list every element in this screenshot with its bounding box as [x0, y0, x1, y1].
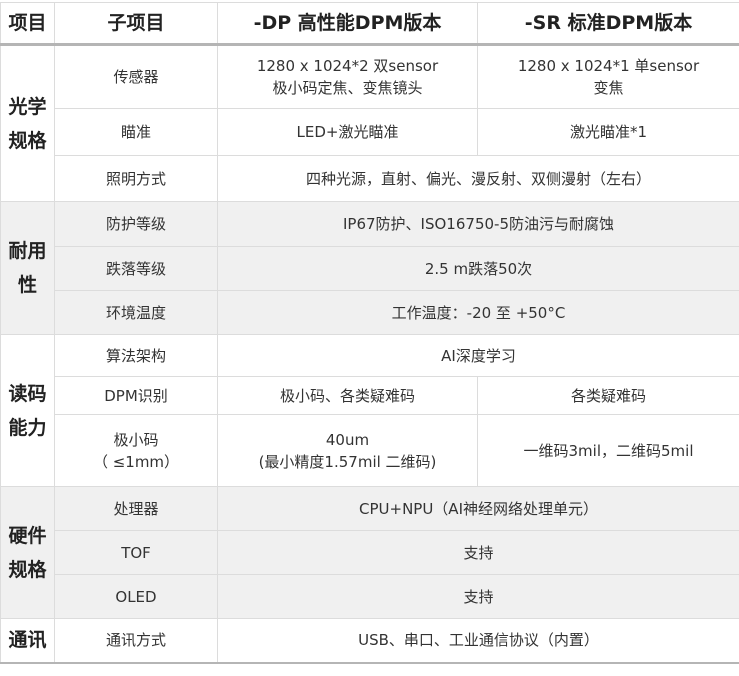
cell-line: 40um — [222, 429, 473, 451]
cell-line: 光学 — [5, 90, 50, 124]
cell-line: 规格 — [5, 553, 50, 587]
subitem-cell: OLED — [55, 575, 218, 619]
cell-line: 极小码 — [59, 429, 213, 451]
header-subitem: 子项目 — [55, 3, 218, 45]
sr-value-cell: 各类疑难码 — [478, 377, 739, 415]
shared-value-cell: 2.5 m跌落50次 — [218, 247, 739, 291]
header-item: 项目 — [1, 3, 55, 45]
cell-line: 通讯 — [5, 623, 50, 657]
group-label: 硬件规格 — [1, 487, 55, 619]
dp-value-cell: 极小码、各类疑难码 — [218, 377, 478, 415]
subitem-cell: 算法架构 — [55, 335, 218, 377]
table-row: 照明方式四种光源，直射、偏光、漫反射、双侧漫射（左右） — [1, 156, 739, 202]
subitem-cell: 跌落等级 — [55, 247, 218, 291]
sr-value-cell: 激光瞄准*1 — [478, 109, 739, 156]
group-label: 读码能力 — [1, 335, 55, 487]
cell-line: 1280 x 1024*2 双sensor — [222, 55, 473, 77]
shared-value-cell: CPU+NPU（AI神经网络处理单元） — [218, 487, 739, 531]
shared-value-cell: AI深度学习 — [218, 335, 739, 377]
subitem-cell: 传感器 — [55, 45, 218, 109]
cell-line: 规格 — [5, 124, 50, 158]
subitem-cell: 照明方式 — [55, 156, 218, 202]
table-row: 环境温度工作温度：-20 至 +50°C — [1, 291, 739, 335]
dp-value-cell: 40um(最小精度1.57mil 二维码) — [218, 415, 478, 487]
header-dp: -DP 高性能DPM版本 — [218, 3, 478, 45]
cell-line: 能力 — [5, 411, 50, 445]
subitem-cell: 处理器 — [55, 487, 218, 531]
shared-value-cell: 工作温度：-20 至 +50°C — [218, 291, 739, 335]
group-label: 耐用性 — [1, 202, 55, 335]
cell-line: 极小码定焦、变焦镜头 — [222, 77, 473, 99]
table-row: DPM识别极小码、各类疑难码各类疑难码 — [1, 377, 739, 415]
cell-line: 读码 — [5, 377, 50, 411]
cell-line: (最小精度1.57mil 二维码) — [222, 451, 473, 473]
cell-line: 变焦 — [482, 77, 735, 99]
dp-value-cell: LED+激光瞄准 — [218, 109, 478, 156]
subitem-cell: 环境温度 — [55, 291, 218, 335]
cell-line: 耐用性 — [5, 234, 50, 302]
subitem-cell: 瞄准 — [55, 109, 218, 156]
cell-line: 硬件 — [5, 519, 50, 553]
shared-value-cell: IP67防护、ISO16750-5防油污与耐腐蚀 — [218, 202, 739, 247]
shared-value-cell: 支持 — [218, 575, 739, 619]
header-row: 项目 子项目 -DP 高性能DPM版本 -SR 标准DPM版本 — [1, 3, 739, 45]
subitem-cell: 极小码（ ≤1mm） — [55, 415, 218, 487]
shared-value-cell: 四种光源，直射、偏光、漫反射、双侧漫射（左右） — [218, 156, 739, 202]
shared-value-cell: 支持 — [218, 531, 739, 575]
cell-line: （ ≤1mm） — [59, 451, 213, 473]
subitem-cell: DPM识别 — [55, 377, 218, 415]
shared-value-cell: USB、串口、工业通信协议（内置） — [218, 619, 739, 663]
header-sr: -SR 标准DPM版本 — [478, 3, 739, 45]
subitem-cell: 通讯方式 — [55, 619, 218, 663]
table-row: 极小码（ ≤1mm）40um(最小精度1.57mil 二维码)一维码3mil，二… — [1, 415, 739, 487]
subitem-cell: 防护等级 — [55, 202, 218, 247]
cell-line: 1280 x 1024*1 单sensor — [482, 55, 735, 77]
sr-value-cell: 一维码3mil，二维码5mil — [478, 415, 739, 487]
group-label: 通讯 — [1, 619, 55, 663]
subitem-cell: TOF — [55, 531, 218, 575]
group-label: 光学规格 — [1, 45, 55, 202]
